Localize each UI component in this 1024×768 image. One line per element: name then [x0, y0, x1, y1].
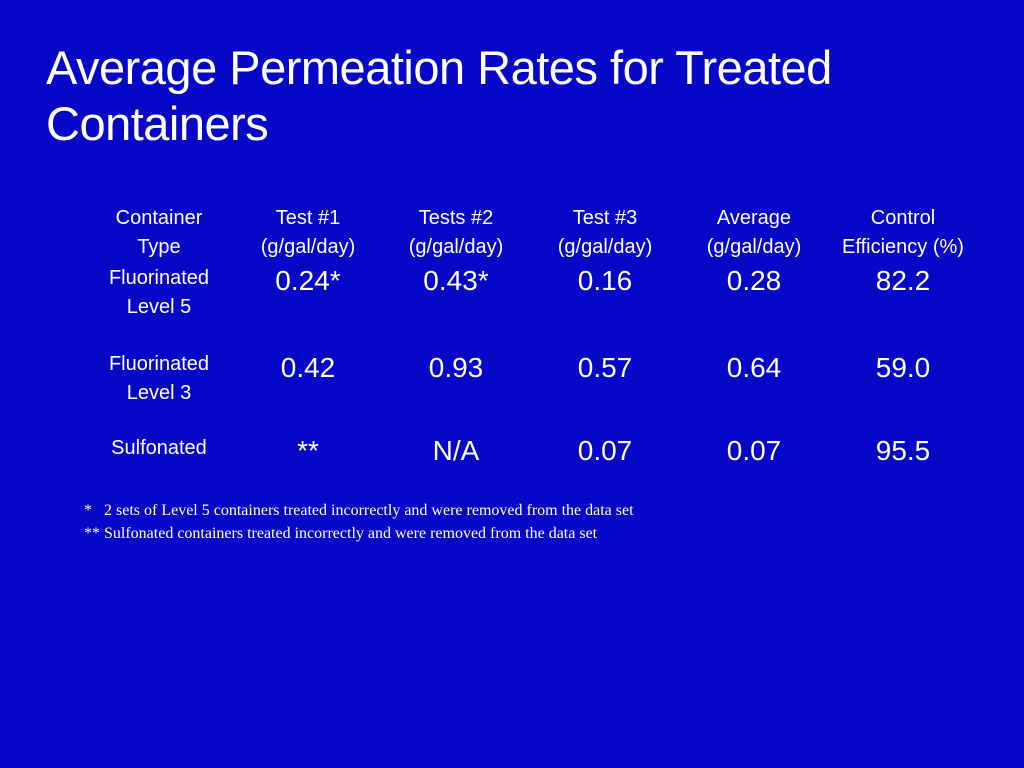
cell-control-efficiency: 82.2 — [875, 265, 931, 296]
table-header-row: Container Type Test #1 (g/gal/day) Tests… — [84, 204, 988, 262]
row-label: Fluorinated Level 3 — [108, 353, 210, 404]
cell-test-2: 0.43* — [423, 265, 489, 296]
cell-test-3: 0.16 — [577, 265, 633, 296]
cell-control-efficiency: 95.5 — [875, 435, 931, 466]
header-control-efficiency: Control Efficiency (%) — [842, 207, 964, 258]
cell-test-3: 0.57 — [577, 352, 633, 383]
row-label: Sulfonated — [111, 437, 207, 459]
cell-test-1: 0.42 — [280, 352, 336, 383]
table-row-fluorinated-level-5: Fluorinated Level 5 0.24* 0.43* 0.16 0.2… — [84, 264, 988, 320]
cell-test-3: 0.07 — [577, 435, 633, 466]
cell-control-efficiency: 59.0 — [875, 352, 931, 383]
footnote-single-asterisk: * 2 sets of Level 5 containers treated i… — [84, 502, 634, 519]
header-test-1: Test #1 (g/gal/day) — [260, 207, 356, 258]
permeation-table: Container Type Test #1 (g/gal/day) Tests… — [84, 204, 988, 469]
cell-test-1: 0.24* — [275, 265, 341, 296]
footnotes: * 2 sets of Level 5 containers treated i… — [84, 499, 634, 545]
cell-test-1: ** — [297, 435, 319, 466]
cell-average: 0.28 — [726, 265, 782, 296]
header-test-2: Tests #2 (g/gal/day) — [408, 207, 504, 258]
cell-average: 0.07 — [726, 435, 782, 466]
table-row-sulfonated: Sulfonated ** N/A 0.07 0.07 95.5 — [84, 434, 988, 469]
footnote-double-asterisk: ** Sulfonated containers treated incorre… — [84, 525, 598, 542]
cell-average: 0.64 — [726, 352, 782, 383]
cell-test-2: 0.93 — [428, 352, 484, 383]
cell-test-2: N/A — [432, 435, 480, 466]
header-container-type: Container Type — [115, 207, 203, 258]
header-test-3: Test #3 (g/gal/day) — [557, 207, 653, 258]
table-row-fluorinated-level-3: Fluorinated Level 3 0.42 0.93 0.57 0.64 … — [84, 350, 988, 434]
row-label: Fluorinated Level 5 — [108, 267, 210, 318]
header-average: Average (g/gal/day) — [706, 207, 802, 258]
slide-title: Average Permeation Rates for Treated Con… — [46, 41, 832, 150]
